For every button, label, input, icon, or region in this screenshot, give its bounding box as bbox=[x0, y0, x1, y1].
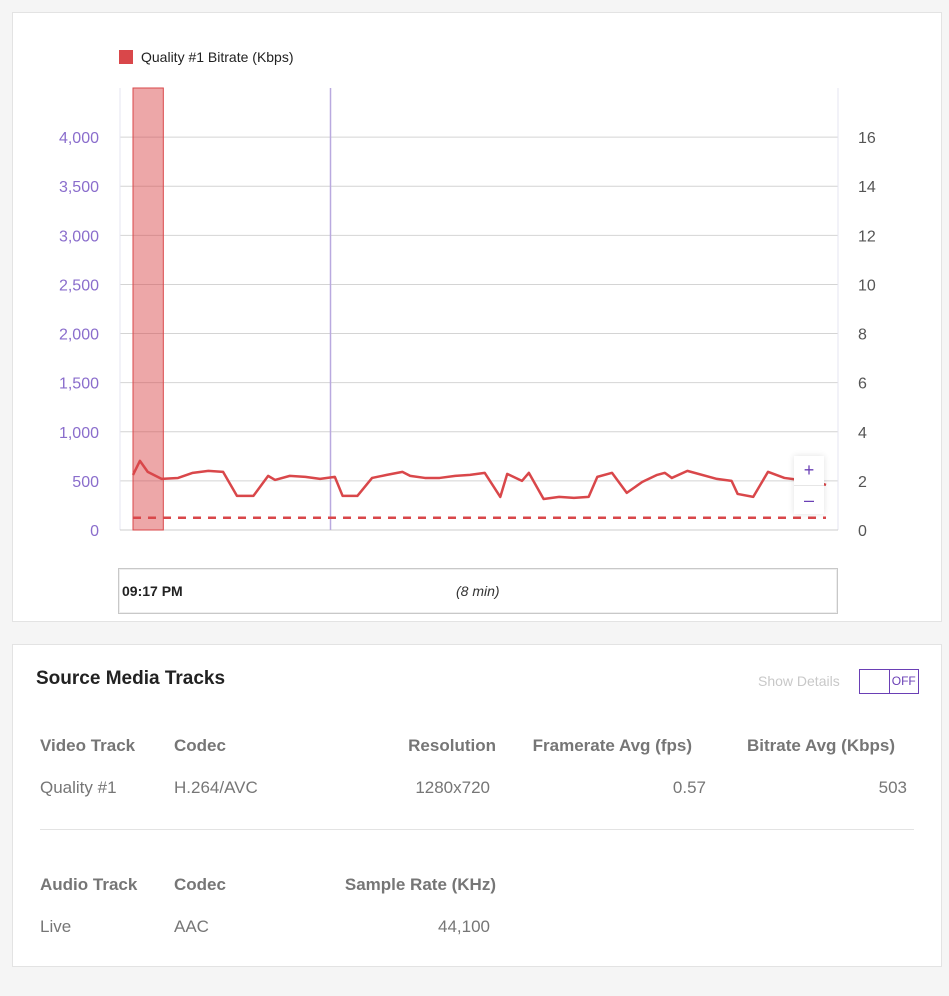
right-axis-tick-label: 16 bbox=[858, 130, 876, 147]
right-axis-tick-label: 14 bbox=[858, 179, 876, 196]
right-axis-tick-label: 8 bbox=[858, 327, 867, 344]
audio-sample-rate: 44,100 bbox=[438, 917, 490, 936]
zoom-in-button[interactable]: + bbox=[803, 460, 815, 480]
right-axis-tick-label: 4 bbox=[858, 425, 867, 442]
bitrate-chart[interactable]: 0 500 1,000 1,500 2,000 2,500 3,000 3,500 4,000 0… bbox=[0, 0, 949, 621]
timeline-start-time: 09:17 PM bbox=[122, 583, 183, 599]
left-axis-tick-label: 4,000 bbox=[59, 130, 99, 147]
bitrate-chart-card bbox=[12, 12, 942, 622]
left-axis-tick-label: 1,500 bbox=[59, 376, 99, 393]
toggle-state: OFF bbox=[891, 674, 916, 688]
left-axis-tick-label: 1,000 bbox=[59, 425, 99, 442]
audio-track-name: Live bbox=[40, 917, 72, 936]
video-header-bitrate: Bitrate Avg (Kbps) bbox=[747, 736, 895, 755]
left-axis-tick-label: 3,000 bbox=[59, 228, 99, 245]
left-axis-tick-label: 2,500 bbox=[59, 277, 99, 294]
left-axis-tick-label: 2,000 bbox=[59, 327, 99, 344]
right-axis-tick-label: 10 bbox=[858, 277, 876, 294]
section-title: Source Media Tracks bbox=[36, 668, 226, 689]
video-resolution: 1280x720 bbox=[415, 778, 490, 797]
audio-codec: AAC bbox=[174, 917, 209, 936]
selection-band bbox=[132, 87, 164, 531]
video-header-track: Video Track bbox=[40, 736, 136, 755]
right-axis-tick-label: 6 bbox=[858, 376, 867, 393]
video-framerate: 0.57 bbox=[672, 778, 706, 797]
right-axis-tick-label: 2 bbox=[858, 474, 867, 491]
series-line-0 bbox=[131, 459, 827, 501]
right-axis-tick-label: 12 bbox=[858, 228, 876, 245]
toggle-knob bbox=[860, 670, 890, 693]
left-axis-tick-label: 0 bbox=[90, 523, 99, 540]
video-header-framerate: Framerate Avg (fps) bbox=[532, 736, 692, 755]
audio-header-track: Audio Track bbox=[40, 875, 138, 894]
source-media-tracks-card bbox=[12, 644, 942, 967]
audio-header-sample-rate: Sample Rate (KHz) bbox=[344, 875, 496, 894]
legend-swatch bbox=[119, 50, 133, 64]
video-header-resolution: Resolution bbox=[408, 736, 496, 755]
video-codec: H.264/AVC bbox=[174, 778, 258, 797]
video-track-name: Quality #1 bbox=[40, 778, 117, 797]
right-axis-tick-label: 0 bbox=[858, 523, 867, 540]
show-details-toggle[interactable]: OFF bbox=[859, 669, 919, 694]
video-bitrate: 503 bbox=[878, 778, 907, 797]
timeline-duration: (8 min) bbox=[456, 583, 500, 599]
zoom-out-button[interactable]: – bbox=[794, 485, 824, 515]
audio-header-codec: Codec bbox=[174, 875, 226, 894]
divider bbox=[40, 829, 914, 830]
video-header-codec: Codec bbox=[174, 736, 226, 755]
timeline-navigator[interactable]: 09:17 PM (8 min) bbox=[118, 568, 838, 614]
left-axis-tick-label: 500 bbox=[72, 474, 99, 491]
zoom-controls: + – bbox=[794, 456, 824, 514]
left-axis-tick-label: 3,500 bbox=[59, 179, 99, 196]
show-details-label: Show Details bbox=[758, 673, 840, 689]
legend-label: Quality #1 Bitrate (Kbps) bbox=[141, 49, 294, 65]
